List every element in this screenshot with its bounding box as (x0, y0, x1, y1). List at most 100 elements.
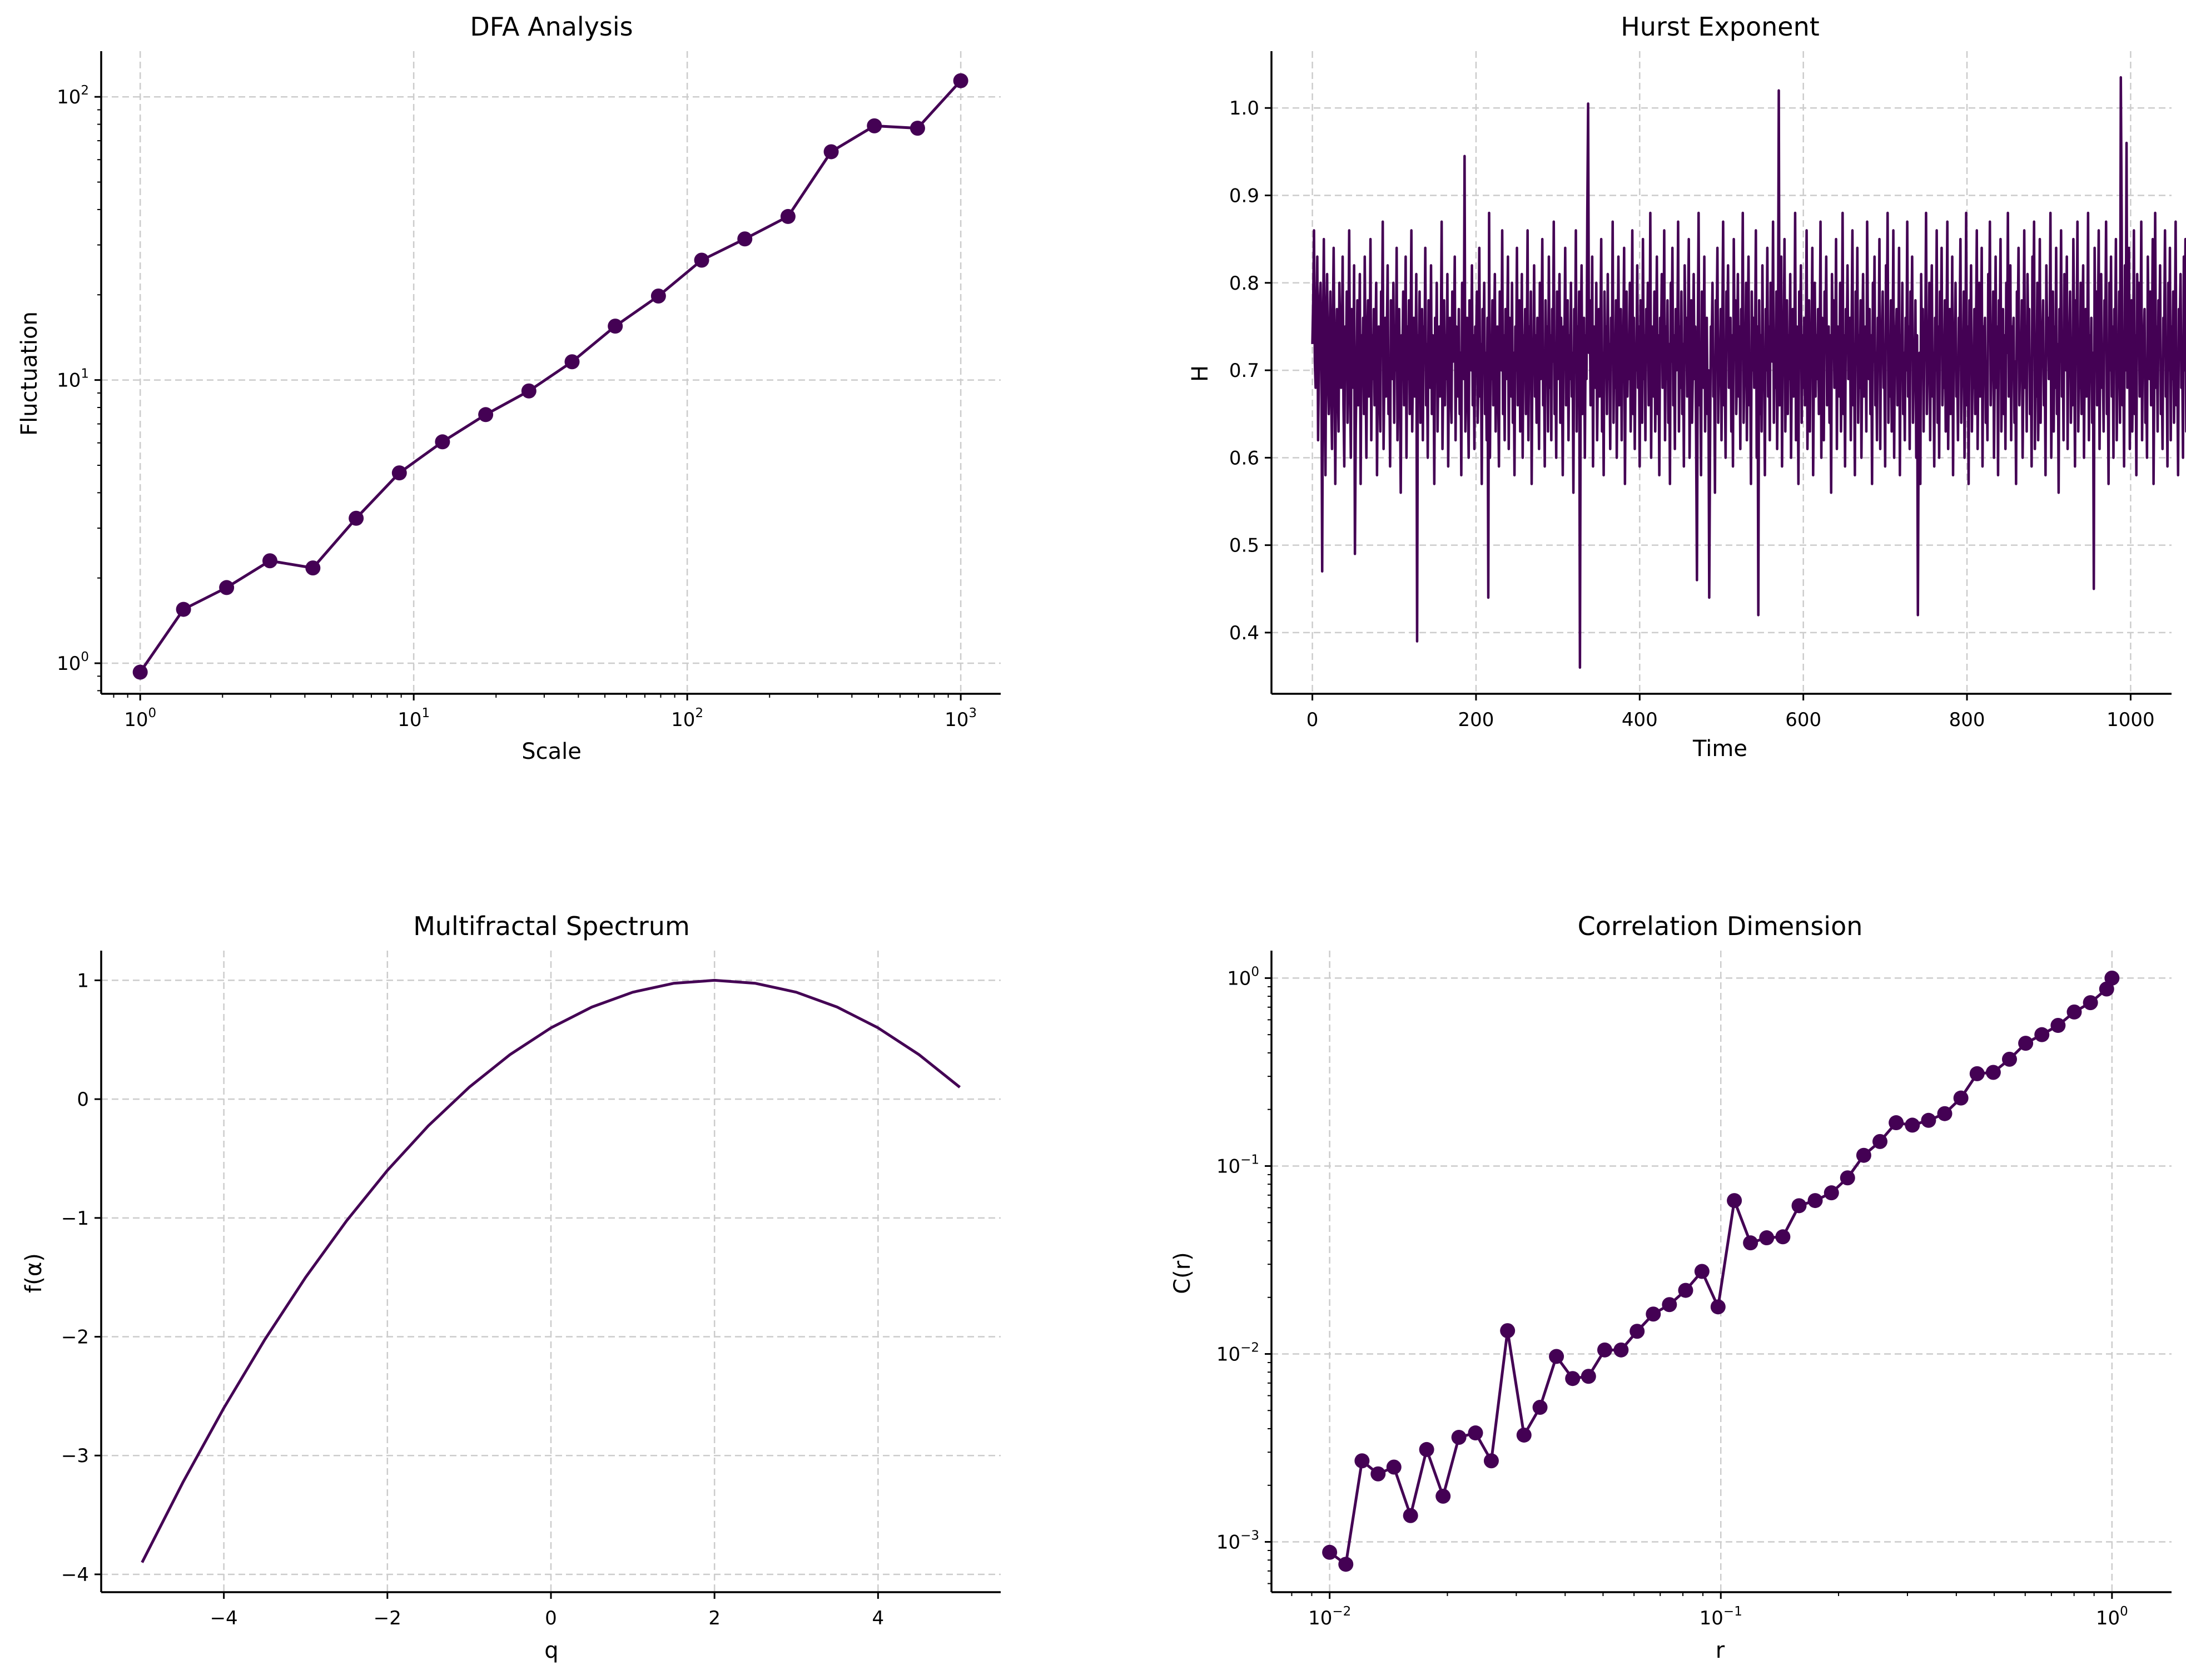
correlation-data-point (1549, 1349, 1564, 1364)
dfa-ticks: 100 101 102 103 100 101 102 (57, 83, 977, 731)
correlation-data-point (1322, 1544, 1338, 1560)
multifractal-ylabel: f(α) (21, 1253, 47, 1293)
correlation-data-point (2018, 1036, 2034, 1051)
dfa-data-point (953, 73, 968, 88)
multifractal-y-tick-label: 0 (77, 1088, 89, 1111)
hurst-y-tick-label: 0.5 (1229, 535, 1259, 557)
dfa-y-tick-label: 100 (57, 650, 89, 675)
hurst-y-tick-label: 0.9 (1229, 185, 1259, 207)
correlation-data-point (1386, 1459, 1402, 1475)
dfa-data-point (608, 319, 623, 334)
correlation-data-point (1905, 1117, 1920, 1133)
hurst-x-tick-label: 400 (1622, 709, 1658, 731)
dfa-data-point (435, 434, 450, 450)
dfa-data-point (867, 118, 882, 133)
correlation-data-point (1743, 1235, 1758, 1251)
dfa-markers (132, 73, 968, 680)
hurst-exponent-panel: Hurst Exponent Time H 0 200 400 600 800 10000… (1188, 12, 2186, 762)
correlation-data-point (2066, 1004, 2082, 1020)
correlation-y-tick-label: 100 (1227, 965, 1259, 990)
hurst-y-tick-label: 0.7 (1229, 360, 1259, 382)
correlation-data-point (1338, 1557, 1354, 1572)
correlation-data-point (1969, 1066, 1985, 1081)
correlation-data-point (1710, 1299, 1726, 1315)
hurst-x-tick-label: 1000 (2106, 709, 2155, 731)
correlation-y-tick-label: 10−1 (1216, 1152, 1259, 1177)
dfa-data-point (650, 288, 666, 304)
multifractal-x-tick-label: −2 (374, 1607, 401, 1629)
correlation-data-point (1581, 1369, 1596, 1384)
multifractal-y-tick-label: −4 (61, 1564, 89, 1586)
correlation-grid (1271, 951, 2172, 1592)
dfa-data-point (521, 383, 536, 399)
correlation-data-point (1953, 1090, 1969, 1106)
correlation-ticks: 10−2 10−1 100 10−3 10−2 10−1 100 (1216, 965, 2128, 1629)
multifractal-y-tick-label: −2 (61, 1326, 89, 1349)
hurst-ticks: 0 200 400 600 800 1000 0.4 0.5 0.6 0.7 0.8 0.9 1.0 (1229, 97, 2155, 731)
hurst-xlabel: Time (1692, 736, 1747, 762)
correlation-data-point (1872, 1134, 1888, 1149)
dfa-y-tick-label: 102 (57, 83, 89, 108)
correlation-data-point (1370, 1466, 1386, 1482)
hurst-y-tick-label: 0.6 (1229, 447, 1259, 469)
correlation-data-point (1403, 1508, 1418, 1523)
hurst-y-tick-label: 0.8 (1229, 272, 1259, 295)
hurst-x-tick-label: 600 (1785, 709, 1821, 731)
dfa-data-point (780, 208, 796, 224)
correlation-data-point (1921, 1112, 1936, 1128)
dfa-data-point (219, 580, 235, 595)
dfa-x-tick-label: 100 (124, 706, 156, 731)
correlation-data-point (1451, 1429, 1467, 1445)
correlation-data-point (2001, 1051, 2017, 1067)
correlation-y-tick-label: 10−3 (1216, 1529, 1259, 1554)
correlation-data-point (1435, 1488, 1451, 1504)
multifractal-y-tick-label: −1 (61, 1207, 89, 1230)
correlation-dimension-panel: Correlation Dimension r C(r) 10−2 10−1 100… (1170, 911, 2172, 1663)
multifractal-xlabel: q (544, 1638, 558, 1663)
dfa-x-tick-label: 102 (671, 706, 703, 731)
multifractal-series-line (141, 978, 961, 1563)
hurst-title: Hurst Exponent (1621, 12, 1820, 42)
dfa-data-point (391, 465, 407, 481)
correlation-data-point (2083, 995, 2098, 1011)
dfa-data-point (910, 121, 925, 136)
dfa-x-tick-label: 101 (398, 706, 430, 731)
correlation-title: Correlation Dimension (1578, 911, 1863, 941)
multifractal-y-tick-label: −3 (61, 1445, 89, 1467)
correlation-data-point (1565, 1371, 1581, 1386)
correlation-data-point (1840, 1170, 1855, 1186)
correlation-data-point (1500, 1323, 1516, 1339)
correlation-data-point (1662, 1297, 1677, 1313)
dfa-analysis-panel: DFA Analysis Scale Fluctuation 100 101 102… (17, 12, 1001, 764)
hurst-y-tick-label: 1.0 (1229, 97, 1259, 120)
hurst-y-tick-label: 0.4 (1229, 622, 1259, 644)
correlation-data-point (1727, 1193, 1742, 1209)
correlation-data-point (1516, 1427, 1532, 1443)
multifractal-x-tick-label: 2 (708, 1607, 721, 1629)
correlation-ylabel: C(r) (1170, 1252, 1195, 1294)
correlation-data-point (1889, 1115, 1904, 1131)
dfa-data-point (737, 231, 753, 247)
dfa-data-point (176, 602, 191, 617)
correlation-y-tick-label: 10−2 (1216, 1340, 1259, 1365)
dfa-data-point (823, 144, 839, 160)
correlation-xlabel: r (1716, 1638, 1725, 1663)
dfa-data-point (349, 510, 364, 526)
correlation-data-point (1694, 1264, 1710, 1279)
correlation-data-point (2050, 1018, 2066, 1033)
correlation-data-point (1354, 1453, 1370, 1469)
correlation-data-point (1775, 1229, 1791, 1245)
hurst-series-line (1311, 76, 2186, 669)
dfa-data-point (132, 664, 148, 680)
correlation-data-point (1807, 1193, 1823, 1209)
correlation-data-point (1532, 1399, 1548, 1415)
hurst-ylabel: H (1188, 365, 1213, 382)
multifractal-x-tick-label: 0 (545, 1607, 557, 1629)
multifractal-x-tick-label: −4 (210, 1607, 238, 1629)
dfa-title: DFA Analysis (470, 12, 633, 42)
multifractal-grid (101, 951, 1001, 1592)
correlation-data-point (2104, 970, 2120, 986)
correlation-data-point (1646, 1306, 1661, 1322)
dfa-data-point (694, 252, 709, 268)
multifractal-x-tick-label: 4 (872, 1607, 885, 1629)
